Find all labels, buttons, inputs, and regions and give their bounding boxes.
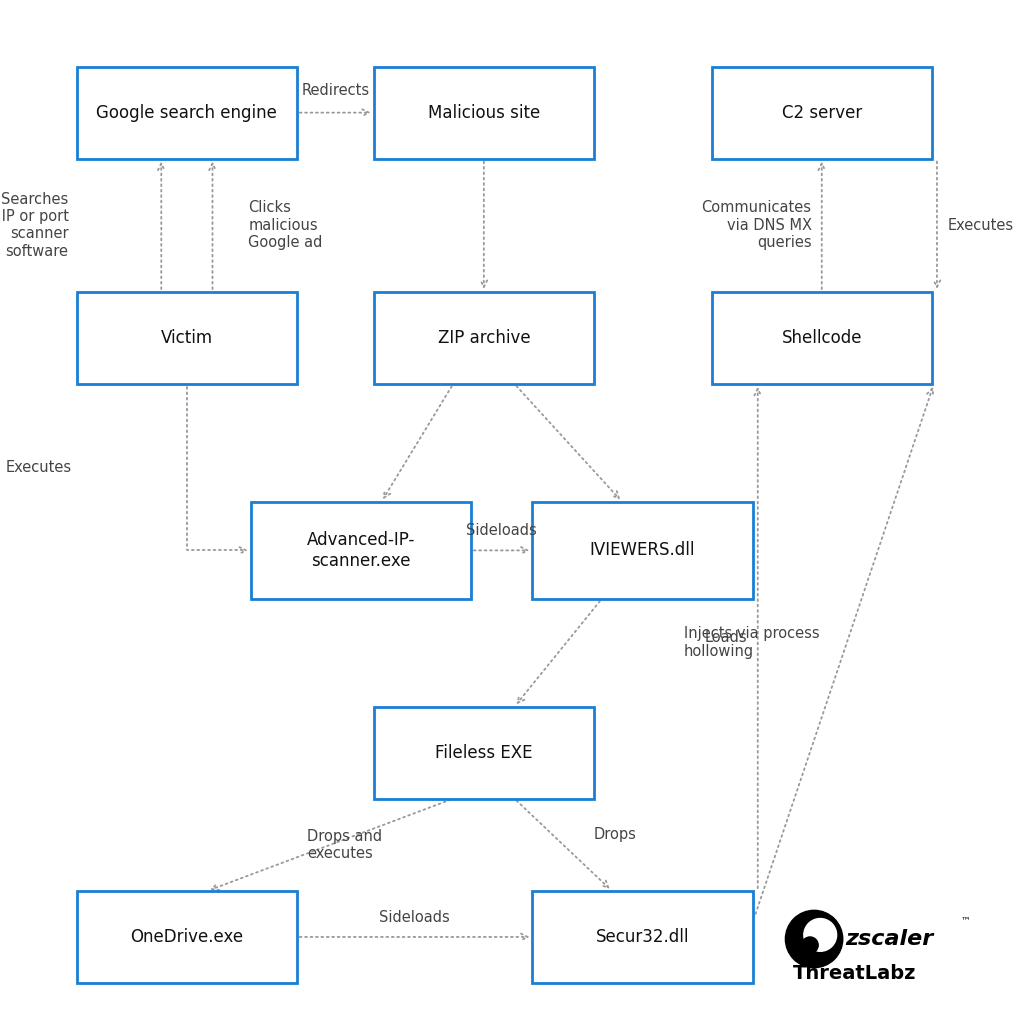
Text: ™: ™ <box>961 915 971 926</box>
Text: Google search engine: Google search engine <box>96 103 278 122</box>
Text: OneDrive.exe: OneDrive.exe <box>130 928 244 946</box>
FancyBboxPatch shape <box>374 67 594 159</box>
FancyBboxPatch shape <box>251 502 471 599</box>
Text: Malicious site: Malicious site <box>428 103 540 122</box>
Text: Secur32.dll: Secur32.dll <box>596 928 689 946</box>
Text: Sideloads: Sideloads <box>379 909 451 925</box>
Text: Loads: Loads <box>705 630 748 645</box>
Circle shape <box>804 919 837 951</box>
Text: C2 server: C2 server <box>781 103 862 122</box>
Text: Redirects: Redirects <box>301 83 370 98</box>
Text: Drops and
executes: Drops and executes <box>307 828 382 861</box>
Text: Shellcode: Shellcode <box>781 329 862 347</box>
FancyBboxPatch shape <box>532 891 753 983</box>
FancyBboxPatch shape <box>77 891 297 983</box>
FancyBboxPatch shape <box>77 67 297 159</box>
FancyBboxPatch shape <box>374 707 594 799</box>
Text: Clicks
malicious
Google ad: Clicks malicious Google ad <box>248 201 323 250</box>
Text: Drops: Drops <box>594 827 637 842</box>
FancyBboxPatch shape <box>712 292 932 384</box>
Text: Communicates
via DNS MX
queries: Communicates via DNS MX queries <box>701 201 811 250</box>
Text: Injects via process
hollowing: Injects via process hollowing <box>684 627 819 658</box>
FancyBboxPatch shape <box>77 292 297 384</box>
Text: Fileless EXE: Fileless EXE <box>435 743 532 762</box>
Text: Advanced-IP-
scanner.exe: Advanced-IP- scanner.exe <box>307 531 415 569</box>
FancyBboxPatch shape <box>374 292 594 384</box>
FancyBboxPatch shape <box>712 67 932 159</box>
Text: ZIP archive: ZIP archive <box>437 329 530 347</box>
Text: Victim: Victim <box>161 329 213 347</box>
Circle shape <box>802 937 818 953</box>
Text: IVIEWERS.dll: IVIEWERS.dll <box>590 542 695 559</box>
FancyBboxPatch shape <box>532 502 753 599</box>
Text: zscaler: zscaler <box>845 929 933 949</box>
Text: ThreatLabz: ThreatLabz <box>794 965 916 983</box>
Circle shape <box>785 910 843 968</box>
Text: Executes: Executes <box>5 460 72 475</box>
Text: Executes: Executes <box>947 218 1014 232</box>
Text: Sideloads: Sideloads <box>466 523 538 539</box>
Text: Searches
for IP or port
scanner
software: Searches for IP or port scanner software <box>0 191 69 259</box>
